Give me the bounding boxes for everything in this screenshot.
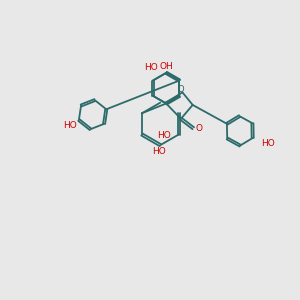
Text: O: O [195, 124, 202, 133]
Text: HO: HO [63, 121, 77, 130]
Text: HO: HO [144, 63, 158, 72]
Text: HO: HO [262, 139, 275, 148]
Text: HO: HO [157, 131, 170, 140]
Text: O: O [178, 85, 184, 94]
Text: OH: OH [159, 62, 173, 71]
Text: HO: HO [152, 147, 166, 156]
